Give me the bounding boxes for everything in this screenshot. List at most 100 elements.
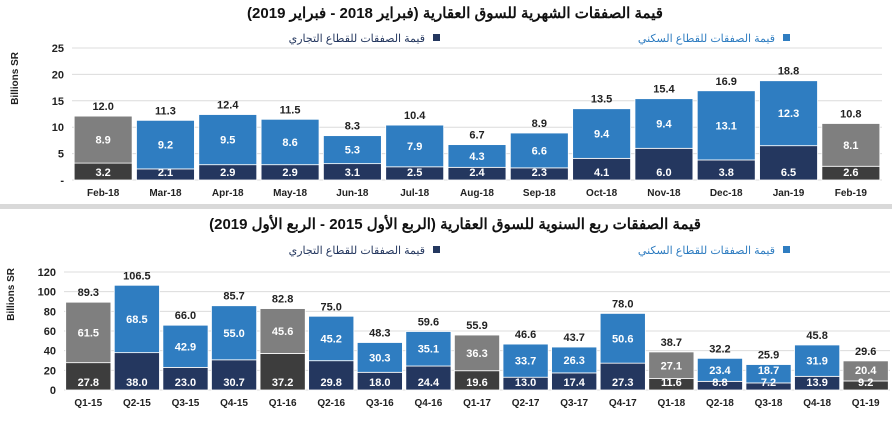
data-label-residential: 30.3 <box>369 352 390 364</box>
data-label-residential: 31.9 <box>806 356 827 368</box>
y-tick-label: 15 <box>52 96 64 108</box>
data-label-residential: 9.2 <box>158 140 173 152</box>
data-label-total: 25.9 <box>758 350 779 362</box>
panel-divider <box>0 204 892 209</box>
bar-residential <box>113 284 160 354</box>
bar-residential <box>509 132 569 169</box>
data-label-residential: 4.3 <box>469 151 484 163</box>
data-label-total: 11.3 <box>155 105 176 117</box>
bar-residential <box>356 342 403 373</box>
data-label-commercial: 9.2 <box>858 377 873 389</box>
data-label-commercial: 23.0 <box>175 377 196 389</box>
data-label-total: 89.3 <box>78 287 99 299</box>
bar-residential <box>136 119 195 170</box>
legend-swatch <box>433 246 440 253</box>
bar-residential <box>454 334 500 372</box>
bar-residential <box>502 343 549 378</box>
y-tick-label: 10 <box>52 122 64 134</box>
data-label-commercial: 17.4 <box>563 377 585 389</box>
data-label-commercial: 2.4 <box>469 167 485 179</box>
data-label-commercial: 24.4 <box>418 377 440 389</box>
data-label-total: 13.5 <box>591 94 612 106</box>
data-label-commercial: 3.1 <box>345 167 360 179</box>
data-label-commercial: 27.3 <box>612 377 633 389</box>
chart-2: Billions SR 0 20 40 60 80 100 120 قيمة الصفقات ل… <box>6 245 890 409</box>
x-tick-label: Q3-17 <box>560 398 588 409</box>
data-label-commercial: 27.8 <box>78 377 99 389</box>
x-tick-label: Q3-15 <box>172 398 200 409</box>
bar-residential <box>759 80 818 147</box>
x-tick-label: Q1-18 <box>657 398 685 409</box>
x-tick-label: Jan-19 <box>773 188 805 199</box>
data-label-residential: 20.4 <box>855 365 877 377</box>
data-label-commercial: 30.7 <box>223 377 244 389</box>
y-axis-label: Billions SR <box>6 267 17 321</box>
data-label-residential: 42.9 <box>175 341 196 353</box>
chart-2-title: قيمة الصفقات ربع السنوية للسوق العقارية … <box>209 214 701 233</box>
y-tick-label: 40 <box>44 346 56 358</box>
data-label-total: 16.9 <box>716 76 737 88</box>
data-label-residential: 18.7 <box>758 365 779 377</box>
x-tick-label: Q2-17 <box>512 398 540 409</box>
data-label-residential: 61.5 <box>78 327 99 339</box>
data-label-total: 12.0 <box>92 101 113 113</box>
legend-label: قيمة الصفقات للقطاع السكني <box>638 245 775 257</box>
bar-residential <box>162 324 209 368</box>
x-tick-label: Q1-17 <box>463 398 491 409</box>
data-label-commercial: 11.6 <box>661 377 682 389</box>
data-label-total: 82.8 <box>272 294 293 306</box>
bar-commercial <box>65 362 112 391</box>
data-label-total: 11.5 <box>280 104 301 116</box>
data-label-commercial: 2.6 <box>843 167 858 179</box>
x-tick-label: Q1-19 <box>852 398 880 409</box>
chart-1: Billions SR - 5 10 15 20 25 قيمة الصفقات للقطاع… <box>10 33 882 199</box>
data-label-commercial: 6.0 <box>656 167 671 179</box>
bar-residential <box>323 135 382 165</box>
x-tick-label: Oct-18 <box>586 188 618 199</box>
chart-1-title: قيمة الصفقات الشهرية للسوق العقارية (فبر… <box>247 5 663 22</box>
bar-residential <box>599 312 646 364</box>
bar-commercial <box>113 352 160 391</box>
data-label-total: 59.6 <box>418 316 439 328</box>
y-tick-label: 120 <box>38 267 56 279</box>
data-label-total: 75.0 <box>321 301 342 313</box>
data-label-residential: 8.9 <box>96 135 111 147</box>
x-tick-label: Q3-16 <box>366 398 394 409</box>
bar-residential <box>73 115 133 164</box>
x-tick-label: Q4-18 <box>803 398 831 409</box>
bar-residential <box>308 315 355 362</box>
y-tick-label: 80 <box>44 306 56 318</box>
data-label-residential: 45.2 <box>321 333 342 345</box>
bar-residential <box>65 301 112 364</box>
bar-commercial <box>634 147 694 181</box>
data-label-commercial: 2.1 <box>158 167 173 179</box>
data-label-residential: 33.7 <box>515 356 536 368</box>
x-tick-label: May-18 <box>273 188 307 199</box>
x-tick-label: Feb-19 <box>835 188 868 199</box>
legend-label: قيمة الصفقات للقطاع التجاري <box>289 33 425 45</box>
data-label-residential: 9.4 <box>594 129 610 141</box>
x-tick-label: Q2-16 <box>317 398 345 409</box>
data-label-total: 32.2 <box>709 343 730 355</box>
y-tick-label: 5 <box>58 149 64 161</box>
data-label-commercial: 4.1 <box>594 167 609 179</box>
data-label-commercial: 2.9 <box>220 167 235 179</box>
data-label-residential: 9.4 <box>656 119 672 131</box>
x-tick-label: Nov-18 <box>647 188 681 199</box>
bar-residential <box>842 360 889 382</box>
data-label-commercial: 38.0 <box>126 377 147 389</box>
data-label-residential: 5.3 <box>345 145 360 157</box>
data-label-commercial: 37.2 <box>272 377 293 389</box>
data-label-residential: 7.9 <box>407 141 422 153</box>
x-tick-label: Q3-18 <box>755 398 783 409</box>
data-label-commercial: 2.9 <box>282 167 297 179</box>
data-label-total: 10.8 <box>840 109 861 121</box>
data-label-commercial: 19.6 <box>466 377 487 389</box>
bar-commercial <box>759 145 818 181</box>
data-label-residential: 13.1 <box>716 120 737 132</box>
bar-residential <box>648 351 695 379</box>
bar-residential <box>405 331 452 367</box>
x-tick-label: Aug-18 <box>460 188 494 199</box>
data-label-residential: 45.6 <box>272 326 293 338</box>
x-tick-label: Q2-18 <box>706 398 734 409</box>
